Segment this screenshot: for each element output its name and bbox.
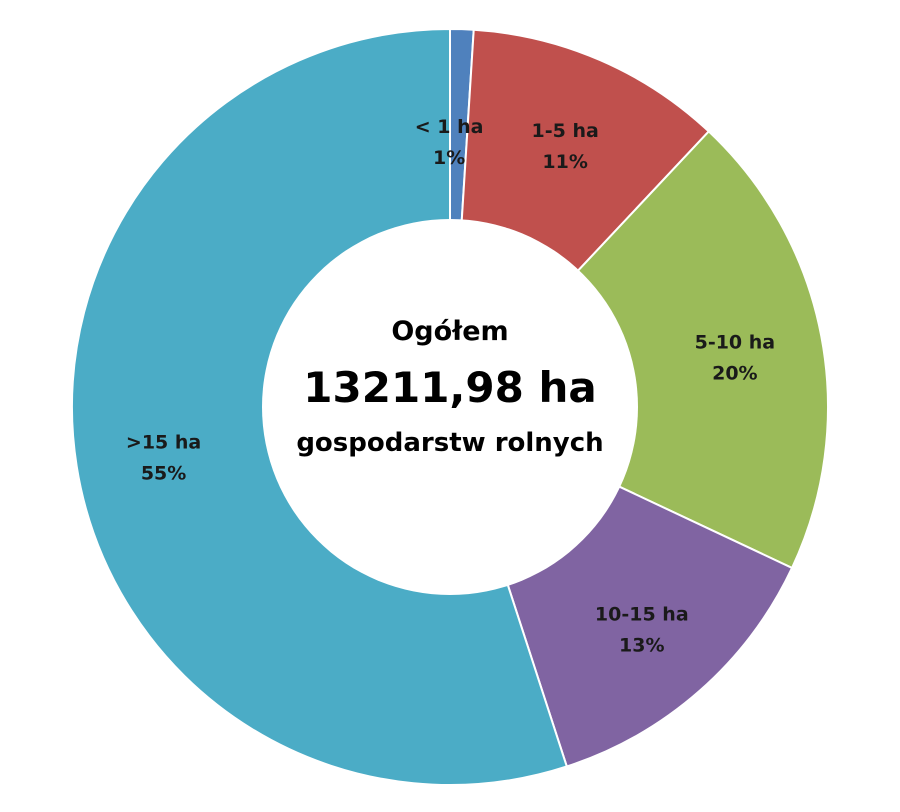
slice-category-label: 10-15 ha [595, 604, 689, 626]
slice-percent-label: 13% [619, 635, 664, 657]
center-total-value: 13211,98 ha [303, 363, 596, 412]
slice-percent-label: 55% [141, 462, 186, 484]
center-title: Ogółem [391, 316, 508, 347]
slice-labels: < 1 ha 1% 1-5 ha 11% 5-10 ha 20% 10-15 ha 13% >1… [126, 116, 775, 656]
slice-percent-label: 20% [712, 363, 757, 385]
slice-category-label: < 1 ha [415, 116, 484, 138]
slice-category-label: 5-10 ha [695, 332, 776, 354]
slice-category-label: 1-5 ha [532, 120, 599, 142]
donut-center-hole [262, 219, 638, 595]
slice-category-label: >15 ha [126, 431, 201, 453]
slice-percent-label: 11% [542, 151, 587, 173]
slice-3 [448, 130, 829, 570]
center-subtitle: gospodarstw rolnych [296, 428, 603, 458]
slice-percent-label: 1% [433, 147, 465, 169]
